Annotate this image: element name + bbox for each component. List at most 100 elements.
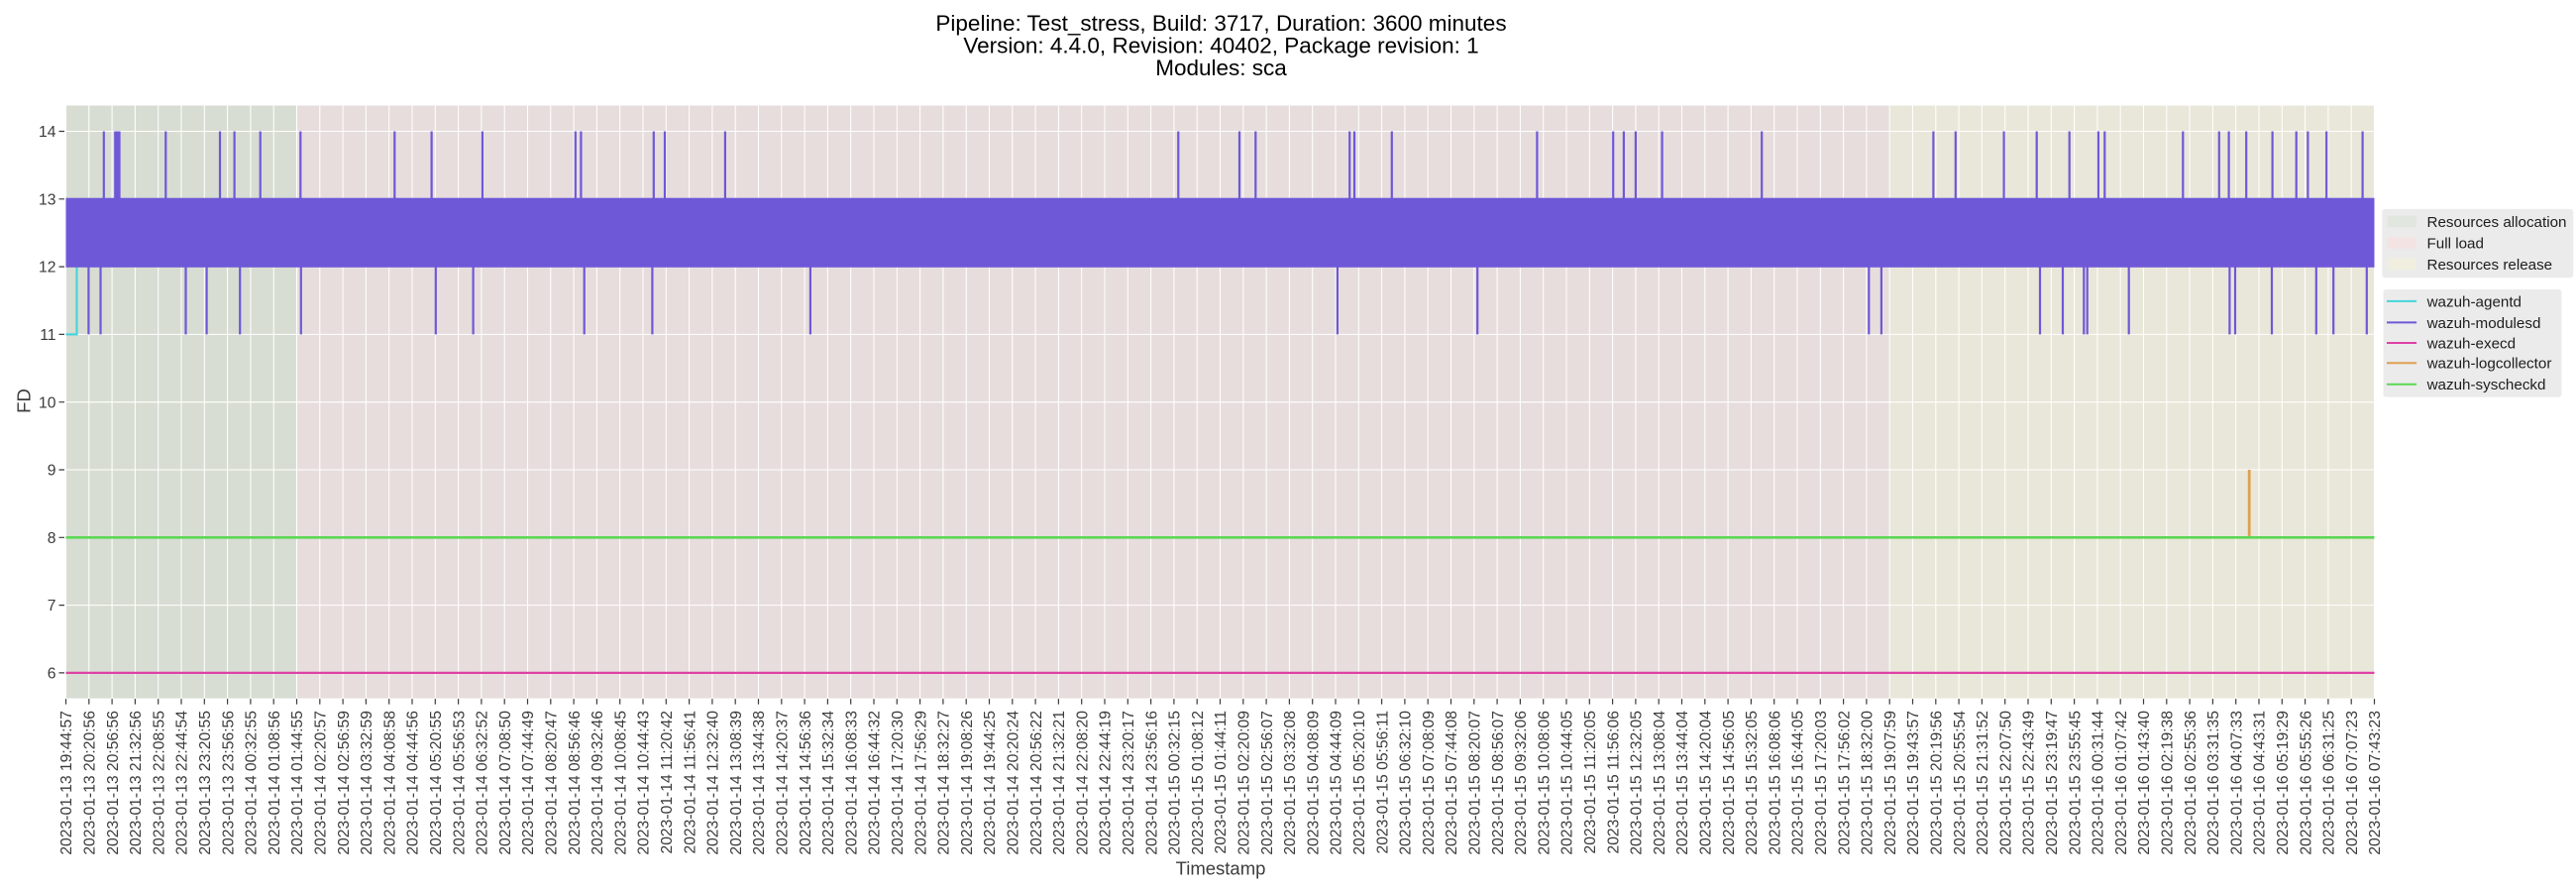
svg-text:2023-01-15 01:08:12: 2023-01-15 01:08:12: [1190, 711, 1207, 855]
svg-text:2023-01-14 04:08:58: 2023-01-14 04:08:58: [381, 711, 398, 855]
svg-text:2023-01-15 04:08:09: 2023-01-15 04:08:09: [1305, 711, 1322, 855]
svg-text:2023-01-15 04:44:09: 2023-01-15 04:44:09: [1329, 711, 1345, 855]
svg-text:2023-01-15 10:44:05: 2023-01-15 10:44:05: [1559, 711, 1576, 855]
svg-text:Resources allocation: Resources allocation: [2427, 214, 2567, 231]
svg-text:2023-01-13 20:56:56: 2023-01-13 20:56:56: [105, 711, 122, 855]
svg-text:2023-01-15 13:08:04: 2023-01-15 13:08:04: [1652, 711, 1668, 855]
svg-text:10: 10: [39, 394, 56, 411]
svg-text:11: 11: [40, 327, 55, 344]
svg-text:2023-01-15 09:32:06: 2023-01-15 09:32:06: [1513, 711, 1530, 855]
svg-text:2023-01-15 00:32:15: 2023-01-15 00:32:15: [1167, 711, 1184, 855]
svg-text:2023-01-14 05:20:55: 2023-01-14 05:20:55: [428, 711, 445, 855]
svg-text:2023-01-14 11:20:42: 2023-01-14 11:20:42: [659, 711, 676, 854]
svg-text:2023-01-14 08:20:47: 2023-01-14 08:20:47: [544, 711, 561, 855]
svg-text:2023-01-15 22:43:49: 2023-01-15 22:43:49: [2021, 711, 2038, 855]
svg-text:2023-01-14 00:32:55: 2023-01-14 00:32:55: [244, 711, 261, 855]
svg-text:2023-01-13 23:56:56: 2023-01-13 23:56:56: [220, 711, 237, 855]
svg-text:2023-01-14 01:08:56: 2023-01-14 01:08:56: [267, 711, 283, 855]
svg-text:2023-01-16 05:55:26: 2023-01-16 05:55:26: [2298, 711, 2314, 855]
svg-text:12: 12: [39, 260, 55, 277]
svg-text:2023-01-14 07:08:50: 2023-01-14 07:08:50: [497, 711, 514, 855]
svg-text:2023-01-15 02:56:07: 2023-01-15 02:56:07: [1259, 711, 1276, 855]
svg-text:2023-01-15 17:56:02: 2023-01-15 17:56:02: [1836, 711, 1853, 855]
svg-text:2023-01-15 16:44:05: 2023-01-15 16:44:05: [1790, 711, 1807, 855]
svg-text:2023-01-16 01:43:40: 2023-01-16 01:43:40: [2136, 711, 2153, 855]
svg-text:9: 9: [48, 463, 56, 480]
svg-text:2023-01-15 02:20:09: 2023-01-15 02:20:09: [1236, 711, 1253, 855]
svg-text:2023-01-16 07:07:23: 2023-01-16 07:07:23: [2344, 711, 2361, 855]
svg-text:wazuh-modulesd: wazuh-modulesd: [2426, 315, 2541, 332]
svg-text:2023-01-14 14:56:36: 2023-01-14 14:56:36: [798, 711, 814, 855]
svg-text:2023-01-14 16:44:32: 2023-01-14 16:44:32: [867, 711, 884, 855]
svg-text:2023-01-16 01:07:42: 2023-01-16 01:07:42: [2113, 711, 2130, 855]
svg-text:2023-01-14 16:08:33: 2023-01-14 16:08:33: [843, 711, 860, 855]
svg-text:2023-01-15 13:44:04: 2023-01-15 13:44:04: [1674, 711, 1691, 855]
svg-text:2023-01-14 09:32:46: 2023-01-14 09:32:46: [590, 711, 606, 855]
svg-text:2023-01-15 07:08:09: 2023-01-15 07:08:09: [1421, 711, 1438, 855]
svg-text:2023-01-14 13:08:39: 2023-01-14 13:08:39: [728, 711, 745, 855]
svg-text:2023-01-14 02:20:57: 2023-01-14 02:20:57: [313, 711, 330, 855]
svg-text:2023-01-14 14:20:37: 2023-01-14 14:20:37: [775, 711, 792, 855]
svg-text:2023-01-15 19:07:59: 2023-01-15 19:07:59: [1882, 711, 1899, 855]
svg-text:2023-01-14 11:56:41: 2023-01-14 11:56:41: [682, 711, 698, 854]
svg-text:Pipeline: Test_stress, Build:: Pipeline: Test_stress, Build: 3717, Dura…: [935, 11, 1506, 36]
svg-text:2023-01-15 11:56:06: 2023-01-15 11:56:06: [1605, 711, 1622, 854]
svg-text:2023-01-14 20:56:22: 2023-01-14 20:56:22: [1028, 711, 1045, 855]
svg-text:2023-01-14 21:32:21: 2023-01-14 21:32:21: [1051, 711, 1068, 855]
svg-text:2023-01-14 17:56:29: 2023-01-14 17:56:29: [912, 711, 929, 855]
svg-text:Resources release: Resources release: [2427, 257, 2553, 274]
svg-text:2023-01-15 12:32:05: 2023-01-15 12:32:05: [1629, 711, 1646, 855]
svg-text:wazuh-syscheckd: wazuh-syscheckd: [2426, 377, 2546, 393]
svg-text:2023-01-15 17:20:03: 2023-01-15 17:20:03: [1813, 711, 1830, 855]
svg-text:14: 14: [39, 124, 56, 141]
svg-text:2023-01-14 19:44:25: 2023-01-14 19:44:25: [982, 711, 999, 855]
svg-text:2023-01-15 16:08:06: 2023-01-15 16:08:06: [1767, 711, 1783, 855]
svg-text:6: 6: [48, 666, 56, 683]
svg-text:2023-01-14 23:20:17: 2023-01-14 23:20:17: [1121, 711, 1137, 855]
svg-text:2023-01-15 07:44:08: 2023-01-15 07:44:08: [1444, 711, 1460, 855]
svg-text:Full load: Full load: [2427, 236, 2484, 253]
svg-text:Version: 4.4.0, Revision: 4040: Version: 4.4.0, Revision: 40402, Package…: [963, 34, 1478, 58]
svg-text:2023-01-15 01:44:11: 2023-01-15 01:44:11: [1213, 711, 1230, 854]
svg-text:2023-01-13 21:32:56: 2023-01-13 21:32:56: [128, 711, 145, 855]
svg-text:2023-01-14 12:32:40: 2023-01-14 12:32:40: [705, 711, 722, 855]
svg-text:2023-01-14 02:56:59: 2023-01-14 02:56:59: [336, 711, 353, 855]
svg-text:2023-01-16 05:19:29: 2023-01-16 05:19:29: [2275, 711, 2292, 855]
svg-text:2023-01-15 10:08:06: 2023-01-15 10:08:06: [1536, 711, 1553, 855]
svg-text:2023-01-14 03:32:59: 2023-01-14 03:32:59: [359, 711, 376, 855]
svg-text:2023-01-14 22:08:20: 2023-01-14 22:08:20: [1074, 711, 1091, 855]
svg-text:2023-01-16 07:43:23: 2023-01-16 07:43:23: [2367, 711, 2384, 855]
svg-text:2023-01-14 23:56:16: 2023-01-14 23:56:16: [1143, 711, 1160, 855]
svg-text:2023-01-14 17:20:30: 2023-01-14 17:20:30: [890, 711, 907, 855]
svg-text:2023-01-14 20:20:24: 2023-01-14 20:20:24: [1006, 711, 1022, 855]
svg-text:2023-01-14 07:44:49: 2023-01-14 07:44:49: [520, 711, 537, 855]
svg-text:2023-01-15 14:20:04: 2023-01-15 14:20:04: [1698, 711, 1715, 855]
svg-text:2023-01-16 02:19:38: 2023-01-16 02:19:38: [2160, 711, 2177, 855]
svg-text:2023-01-15 23:55:45: 2023-01-15 23:55:45: [2067, 711, 2084, 855]
svg-text:2023-01-16 04:43:31: 2023-01-16 04:43:31: [2252, 711, 2269, 855]
svg-text:2023-01-15 22:07:50: 2023-01-15 22:07:50: [1997, 711, 2014, 855]
svg-text:2023-01-15 23:19:47: 2023-01-15 23:19:47: [2044, 711, 2061, 855]
svg-text:2023-01-14 10:08:45: 2023-01-14 10:08:45: [612, 711, 629, 855]
svg-text:2023-01-14 13:44:38: 2023-01-14 13:44:38: [751, 711, 768, 855]
svg-text:2023-01-13 22:44:54: 2023-01-13 22:44:54: [174, 711, 191, 855]
svg-text:2023-01-14 01:44:55: 2023-01-14 01:44:55: [289, 711, 306, 855]
svg-text:2023-01-14 19:08:26: 2023-01-14 19:08:26: [959, 711, 976, 855]
svg-text:8: 8: [48, 530, 56, 547]
svg-text:2023-01-14 10:44:43: 2023-01-14 10:44:43: [636, 711, 653, 855]
svg-text:13: 13: [39, 191, 56, 208]
svg-text:2023-01-15 05:20:10: 2023-01-15 05:20:10: [1351, 711, 1368, 855]
svg-text:2023-01-15 14:56:05: 2023-01-15 14:56:05: [1721, 711, 1738, 855]
svg-text:2023-01-13 22:08:55: 2023-01-13 22:08:55: [151, 711, 167, 855]
svg-text:2023-01-13 20:20:56: 2023-01-13 20:20:56: [82, 711, 99, 855]
svg-text:2023-01-14 18:32:27: 2023-01-14 18:32:27: [936, 711, 953, 855]
svg-text:2023-01-15 19:43:57: 2023-01-15 19:43:57: [1905, 711, 1922, 855]
svg-text:Timestamp: Timestamp: [1176, 858, 1266, 879]
svg-text:2023-01-16 02:55:36: 2023-01-16 02:55:36: [2183, 711, 2200, 855]
svg-text:2023-01-14 05:56:53: 2023-01-14 05:56:53: [451, 711, 468, 855]
svg-text:2023-01-16 00:31:44: 2023-01-16 00:31:44: [2091, 711, 2107, 855]
svg-text:2023-01-15 20:55:54: 2023-01-15 20:55:54: [1952, 711, 1969, 855]
svg-text:2023-01-14 22:44:19: 2023-01-14 22:44:19: [1098, 711, 1115, 855]
svg-text:2023-01-15 05:56:11: 2023-01-15 05:56:11: [1374, 711, 1391, 854]
svg-text:2023-01-16 03:31:35: 2023-01-16 03:31:35: [2205, 711, 2222, 855]
